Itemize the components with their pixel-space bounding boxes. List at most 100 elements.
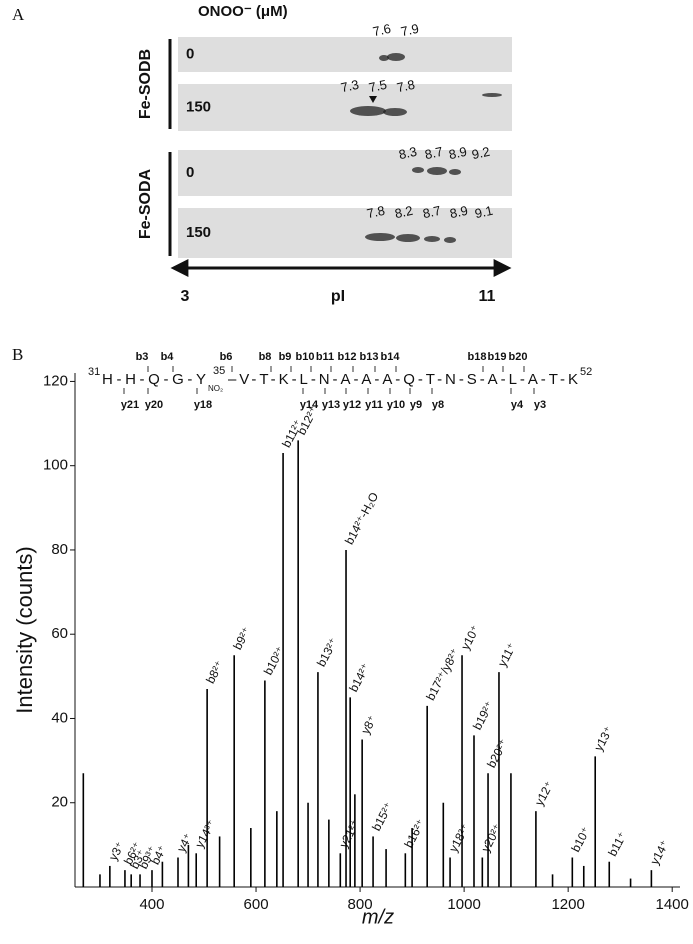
spot-pi: 7.8	[365, 203, 386, 221]
b-ion: b4	[161, 351, 175, 363]
y-ion: y8	[432, 399, 444, 411]
peak-label: b17²⁺/y8²⁺	[423, 646, 462, 703]
b-ion: b14	[381, 351, 401, 363]
y-tick-label: 40	[51, 709, 68, 726]
b-ion: b18	[468, 351, 487, 363]
peak-label: b19²⁺	[470, 699, 497, 732]
x-tick-label: 1200	[551, 896, 584, 913]
x-tick-label: 1000	[447, 896, 480, 913]
peak-label: b16²⁺	[401, 817, 428, 850]
b-ion: b8	[259, 351, 272, 363]
seq-mod-position: 35	[213, 365, 225, 377]
gel-spot	[387, 53, 405, 61]
spot-pi: 8.3	[397, 144, 418, 162]
b-ion: b6	[220, 351, 233, 363]
seq-end: 52	[580, 366, 592, 378]
spot-pi: 8.7	[423, 144, 444, 162]
y-ion: y11	[365, 399, 383, 411]
peak-label: y10⁺	[458, 623, 482, 652]
peak-label: y14³⁺	[192, 817, 218, 850]
spot-pi: 8.7	[421, 203, 442, 221]
b-ion: b9	[279, 351, 292, 363]
dose-header: ONOO⁻ (μM)	[198, 3, 288, 20]
peak-label: b14²⁺	[346, 661, 373, 694]
y-ion: y20	[145, 399, 163, 411]
b-ion: b3	[136, 351, 149, 363]
x-tick-label: 400	[139, 896, 164, 913]
peak-label: y20²⁺	[478, 822, 504, 855]
gel-strip	[178, 37, 512, 72]
spot-pi: 8.9	[448, 203, 469, 221]
b-ion: b12	[338, 351, 357, 363]
peak-label: y11⁺	[495, 641, 519, 669]
gel-spot	[383, 108, 407, 116]
dose-label: 150	[186, 98, 211, 115]
b-ion: b20	[509, 351, 528, 363]
pi-right: 11	[479, 288, 496, 305]
panel-label: A	[12, 5, 25, 24]
y-tick-label: 60	[51, 625, 68, 642]
gel-spot	[482, 93, 502, 97]
y-ion: y10	[387, 399, 405, 411]
gel-spot	[412, 167, 424, 173]
gel-spot	[379, 55, 389, 61]
seq-head: H-H-Q-G-Y	[102, 371, 206, 388]
peak-label: y18²⁺	[446, 822, 472, 855]
spot-pi: 7.6	[371, 21, 392, 39]
group-name: Fe-SODA	[137, 168, 154, 239]
y-ion: y9	[410, 399, 422, 411]
peak-label: b15²⁺	[369, 800, 396, 833]
peak-label: b11⁺	[605, 830, 629, 859]
gel-spot	[365, 233, 395, 241]
peak-label: b20²⁺	[484, 737, 511, 770]
peak-label: b14²⁺-H₂O	[342, 490, 381, 547]
pi-left: 3	[181, 288, 190, 305]
peak-label: b10⁺	[568, 825, 593, 855]
gel-spot	[396, 234, 420, 242]
y-ion: y3	[534, 399, 546, 411]
peak-label: y12⁺	[532, 779, 556, 808]
dose-label: 0	[186, 164, 194, 181]
y-ion: y12	[343, 399, 361, 411]
y-tick-label: 80	[51, 541, 68, 558]
gel-spot	[444, 237, 456, 243]
gel-spot	[424, 236, 440, 242]
x-tick-label: 600	[244, 896, 269, 913]
peak-label: b8²⁺	[203, 658, 226, 685]
x-axis-title: m/z	[362, 906, 394, 928]
peak-label: y8⁺	[358, 713, 379, 736]
gel-spot	[449, 169, 461, 175]
dose-label: 150	[186, 224, 211, 241]
gel-spot	[427, 167, 447, 175]
x-tick-label: 1400	[656, 896, 689, 913]
spot-pi: 8.9	[447, 144, 468, 162]
spot-pi: 8.2	[393, 203, 414, 221]
gel-spot	[350, 106, 386, 116]
y-ion: y14	[300, 399, 319, 411]
gel-strip	[178, 84, 512, 131]
spot-pi: 7.5	[367, 77, 388, 95]
y-tick-label: 100	[43, 457, 68, 474]
group-name: Fe-SODB	[137, 49, 154, 119]
b-ion: b10	[296, 351, 315, 363]
x-tick-label: 800	[348, 896, 373, 913]
peak-label: y13⁺	[591, 724, 615, 753]
b-ion: b11	[316, 351, 334, 363]
spot-pi: 9.2	[470, 144, 491, 162]
gel-strip	[178, 208, 512, 258]
peak-label: b13²⁺	[314, 636, 341, 669]
b-ion: b13	[360, 351, 379, 363]
seq-tail: –V-T-K-L-N-A-A-A-Q-T-N-S-A-L-A-T-K	[228, 371, 578, 388]
y-ion: y18	[194, 399, 212, 411]
y-ion: y21	[121, 399, 139, 411]
spot-pi: 7.8	[395, 77, 416, 95]
y-ion: y4	[511, 399, 524, 411]
seq-mod: NO₂	[208, 384, 223, 393]
spot-pi: 7.9	[399, 21, 420, 39]
y-tick-label: 120	[43, 372, 68, 389]
y-axis-title: Intensity (counts)	[12, 546, 37, 714]
pi-label: pI	[331, 288, 345, 305]
y-tick-label: 20	[51, 794, 68, 811]
